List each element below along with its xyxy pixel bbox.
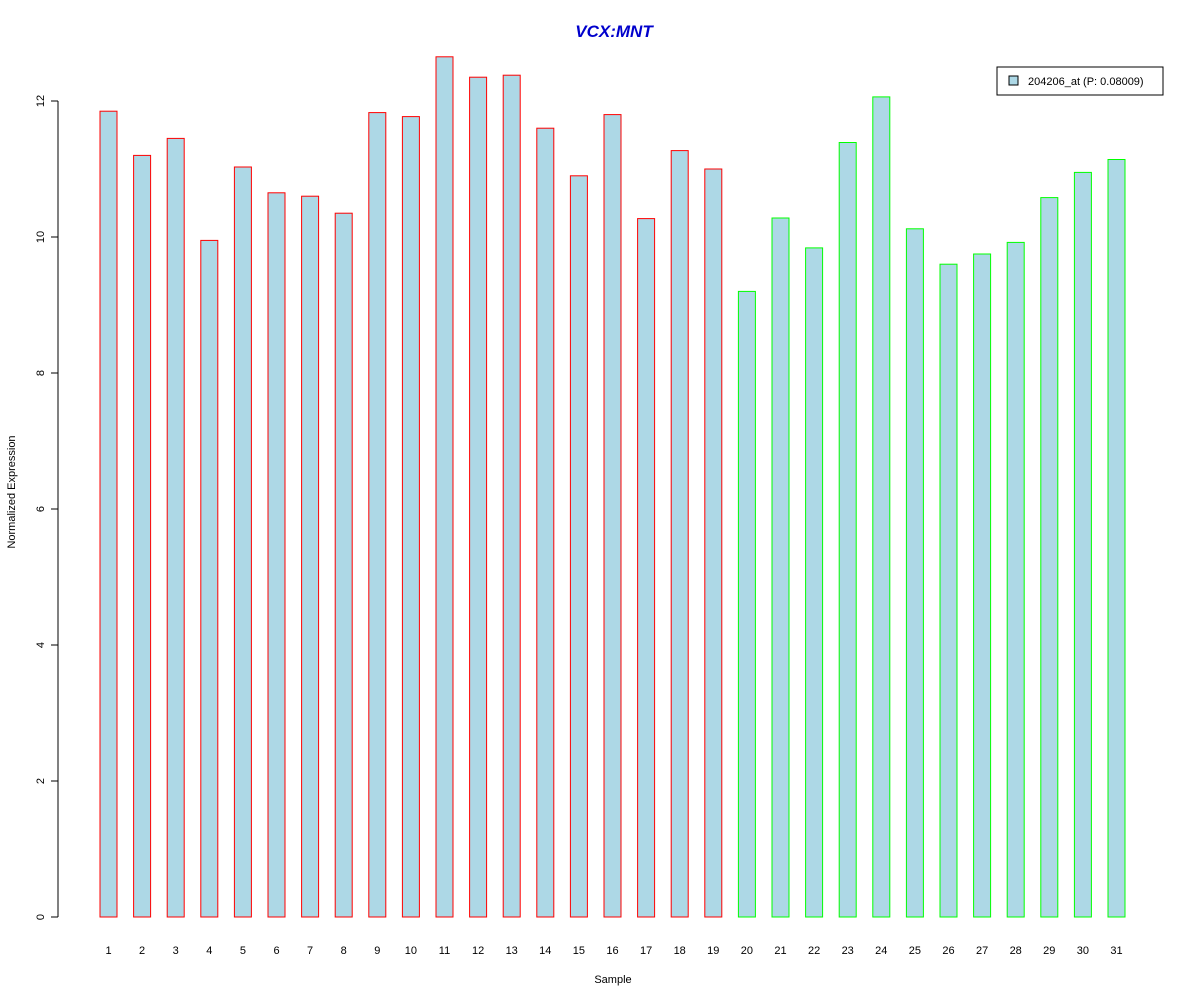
- x-tick-label: 12: [472, 945, 484, 957]
- x-axis-title: Sample: [594, 974, 631, 986]
- bar-sample-27: [973, 253, 992, 918]
- x-tick-label: 22: [808, 945, 820, 957]
- x-axis-labels: 1 2 3 4 5 6 7 8 9 10 11 12 13 14 15 16 17 18 19 20 21 22 23 24 2…: [105, 945, 1122, 957]
- bar-sample-20: [737, 290, 756, 918]
- x-tick-label: 16: [606, 945, 618, 957]
- bar-sample-15: [569, 175, 588, 918]
- x-tick-label: 21: [774, 945, 786, 957]
- bar-sample-18: [670, 150, 689, 918]
- bars-layer: [99, 56, 1126, 918]
- x-tick-label: 4: [206, 945, 212, 957]
- legend-box: [996, 66, 1164, 96]
- x-tick-label: 11: [439, 945, 450, 957]
- x-tick-label: 17: [640, 945, 652, 957]
- bar-sample-5: [233, 166, 252, 918]
- x-tick-label: 29: [1043, 945, 1055, 957]
- bar-sample-13: [502, 74, 521, 918]
- legend-label: 204206_at (P: 0.08009): [1028, 76, 1144, 88]
- bar-sample-17: [637, 218, 656, 918]
- legend: 204206_at (P: 0.08009): [996, 66, 1164, 96]
- x-tick-label: 9: [374, 945, 380, 957]
- x-tick-label: 26: [942, 945, 954, 957]
- bar-sample-14: [536, 127, 555, 918]
- bar-sample-12: [469, 76, 488, 918]
- x-tick-label: 25: [909, 945, 921, 957]
- x-tick-label: 14: [539, 945, 551, 957]
- bar-sample-11: [435, 56, 454, 918]
- y-tick-label: 10: [35, 231, 47, 243]
- x-tick-label: 27: [976, 945, 988, 957]
- x-tick-label: 30: [1077, 945, 1089, 957]
- y-axis: 0 2 4 6 8 10 12: [35, 95, 59, 920]
- bar-sample-10: [401, 116, 420, 918]
- bar-sample-4: [200, 239, 219, 918]
- bar-sample-29: [1040, 197, 1059, 918]
- x-tick-label: 6: [273, 945, 279, 957]
- x-tick-label: 1: [105, 945, 111, 957]
- x-tick-label: 28: [1010, 945, 1022, 957]
- x-tick-label: 13: [506, 945, 518, 957]
- y-tick-label: 6: [35, 506, 47, 512]
- bar-sample-19: [704, 168, 723, 918]
- bar-sample-31: [1107, 159, 1126, 918]
- x-tick-label: 8: [341, 945, 347, 957]
- bar-sample-25: [905, 228, 924, 918]
- bar-sample-22: [805, 247, 824, 918]
- x-tick-label: 7: [307, 945, 313, 957]
- y-tick-label: 4: [35, 642, 47, 648]
- x-tick-label: 5: [240, 945, 246, 957]
- bar-sample-1: [99, 110, 118, 918]
- x-tick-label: 19: [707, 945, 719, 957]
- bar-sample-21: [771, 217, 790, 918]
- x-tick-label: 15: [573, 945, 585, 957]
- y-tick-label: 8: [35, 370, 47, 376]
- y-tick-label: 12: [35, 95, 47, 107]
- bar-sample-16: [603, 114, 622, 918]
- x-tick-label: 3: [173, 945, 179, 957]
- x-tick-label: 20: [741, 945, 753, 957]
- bar-sample-28: [1006, 241, 1025, 918]
- x-tick-label: 2: [139, 945, 145, 957]
- bar-sample-9: [368, 112, 387, 918]
- y-tick-label: 0: [35, 914, 47, 920]
- chart-title: VCX:MNT: [575, 22, 654, 41]
- y-axis-title: Normalized Expression: [6, 435, 18, 548]
- x-tick-label: 10: [405, 945, 417, 957]
- bar-sample-7: [301, 195, 320, 918]
- bar-sample-26: [939, 263, 958, 918]
- y-tick-label: 2: [35, 778, 47, 784]
- bar-sample-8: [334, 212, 353, 918]
- x-tick-label: 23: [842, 945, 854, 957]
- bar-sample-6: [267, 192, 286, 918]
- x-tick-label: 24: [875, 945, 887, 957]
- bar-sample-3: [166, 137, 185, 918]
- bar-sample-30: [1073, 171, 1092, 918]
- bar-sample-23: [838, 142, 857, 918]
- bar-sample-2: [133, 154, 152, 918]
- bar-sample-24: [872, 96, 891, 918]
- legend-swatch: [1008, 75, 1019, 86]
- x-tick-label: 31: [1110, 945, 1122, 957]
- x-tick-label: 18: [674, 945, 686, 957]
